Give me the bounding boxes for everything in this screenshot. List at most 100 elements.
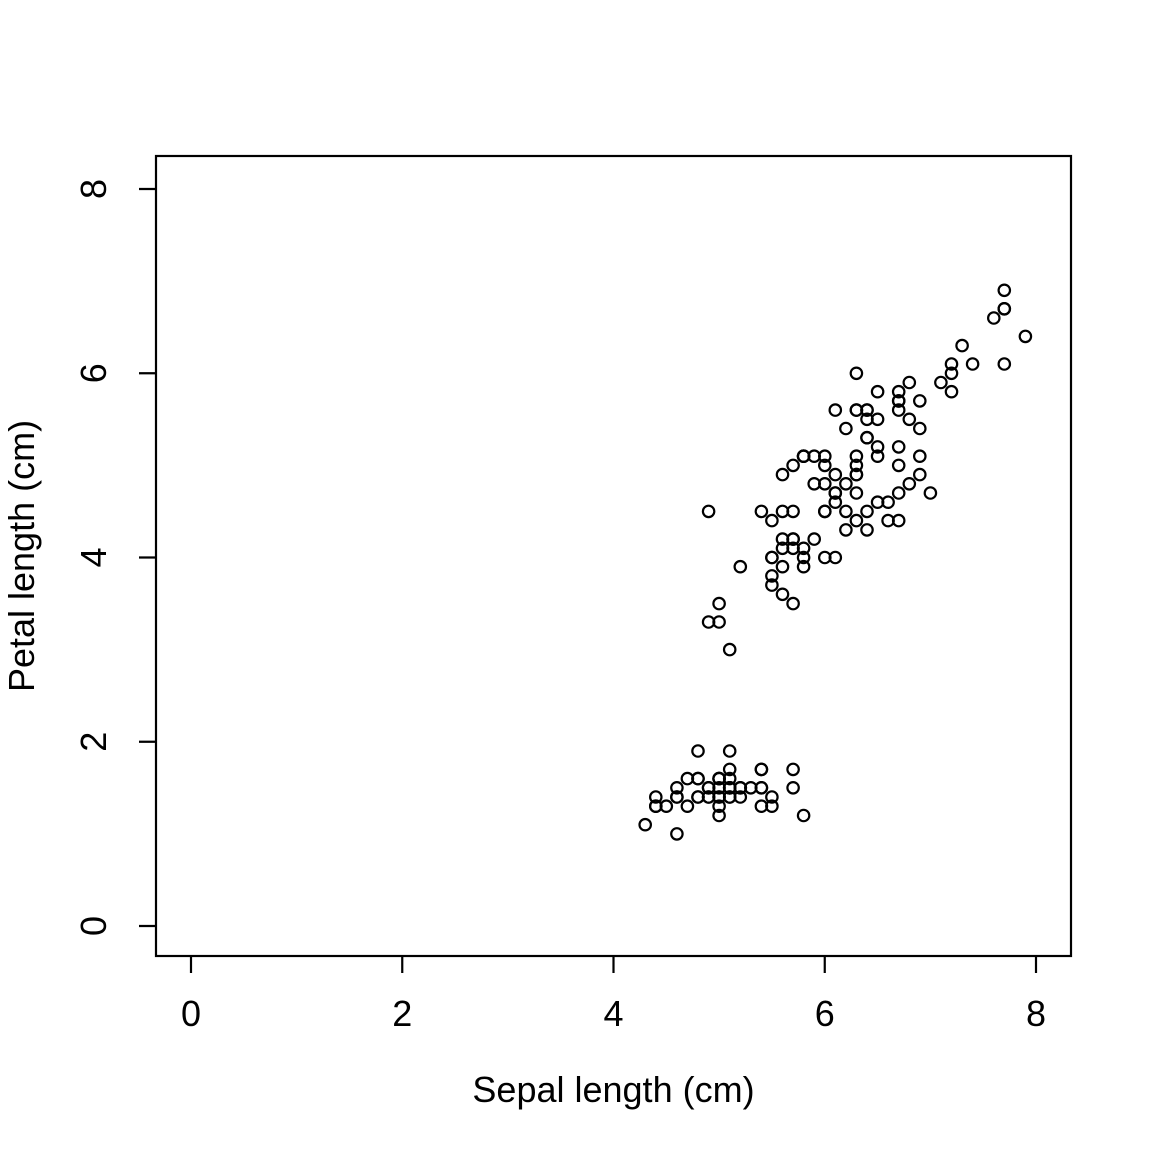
data-point [680, 799, 695, 813]
data-point [912, 394, 927, 408]
data-point [754, 504, 769, 519]
data-point [765, 569, 779, 583]
data-point [743, 780, 758, 795]
data-point [712, 799, 726, 813]
data-point [796, 550, 811, 565]
data-point [891, 458, 906, 473]
data-point [891, 384, 906, 399]
data-point [712, 790, 726, 804]
data-point [965, 357, 980, 371]
data-point [796, 808, 811, 823]
y-axis-tick-label: 6 [73, 363, 114, 383]
data-point [775, 559, 790, 574]
data-point [775, 587, 790, 602]
data-point [807, 532, 821, 546]
data-point [860, 523, 874, 537]
data-point [786, 762, 800, 777]
data-point [881, 513, 895, 528]
y-axis-tick-label: 8 [73, 179, 114, 199]
data-point [870, 440, 885, 454]
data-point [849, 403, 864, 417]
data-point [849, 486, 864, 500]
data-point [944, 366, 959, 381]
data-point [817, 458, 832, 473]
data-point [701, 504, 716, 519]
data-point [828, 486, 843, 500]
x-axis-tick-label: 8 [1026, 993, 1046, 1034]
data-point [839, 476, 853, 491]
data-point [733, 790, 748, 804]
data-point [902, 476, 917, 491]
data-point [870, 449, 885, 463]
data-point [955, 338, 969, 353]
data-point [765, 799, 779, 813]
data-point [912, 449, 927, 463]
data-point [944, 384, 959, 399]
data-point [765, 513, 779, 528]
data-point [670, 827, 684, 841]
data-point [775, 467, 790, 482]
data-point [691, 790, 705, 804]
data-point [765, 550, 779, 565]
data-point [839, 421, 853, 436]
x-axis-tick-label: 6 [815, 993, 835, 1034]
data-point [765, 790, 779, 804]
data-point [786, 596, 800, 611]
data-point [902, 375, 917, 390]
data-point [839, 523, 853, 537]
data-point [849, 449, 864, 463]
data-point [891, 394, 906, 408]
data-point [786, 532, 800, 546]
data-point [691, 771, 705, 786]
data-point [828, 467, 843, 482]
data-point [860, 412, 874, 427]
data-point [912, 467, 927, 482]
data-point [891, 403, 906, 417]
data-point [891, 440, 906, 454]
data-point [796, 559, 811, 574]
y-axis-tick-label: 4 [73, 547, 114, 567]
y-axis-tick-label: 0 [73, 916, 114, 936]
data-point [817, 476, 832, 491]
data-point [828, 403, 843, 417]
data-point [722, 642, 737, 657]
x-axis-tick-label: 0 [181, 993, 201, 1034]
data-point [849, 366, 864, 381]
data-point [891, 486, 906, 500]
data-point [881, 495, 895, 509]
data-point [733, 559, 748, 574]
data-point [722, 744, 737, 758]
data-point [839, 504, 853, 519]
data-point [670, 790, 684, 804]
x-axis-title: Sepal length (cm) [472, 1069, 754, 1110]
data-point [701, 780, 716, 795]
data-point [870, 384, 885, 399]
data-point [997, 301, 1012, 316]
data-point [986, 311, 1001, 325]
data-point [902, 412, 917, 427]
data-point [648, 799, 663, 813]
data-point [722, 762, 737, 777]
data-point [828, 495, 843, 509]
data-point [775, 504, 790, 519]
data-point [712, 808, 726, 823]
data-point [722, 780, 737, 795]
data-point [691, 744, 705, 758]
data-point [923, 486, 938, 500]
plot-box [154, 154, 1073, 958]
data-point [860, 430, 874, 445]
data-point [648, 790, 663, 804]
data-point [997, 283, 1012, 298]
data-point [638, 817, 652, 832]
x-axis-tick-label: 2 [392, 993, 412, 1034]
x-axis-tick-label: 4 [603, 993, 623, 1034]
data-point [997, 357, 1012, 371]
data-point [934, 375, 948, 390]
data-point [828, 550, 843, 565]
data-point [849, 467, 864, 482]
y-axis-tick-label: 2 [73, 732, 114, 752]
data-point [712, 615, 726, 629]
data-point [786, 780, 800, 795]
data-point [786, 458, 800, 473]
